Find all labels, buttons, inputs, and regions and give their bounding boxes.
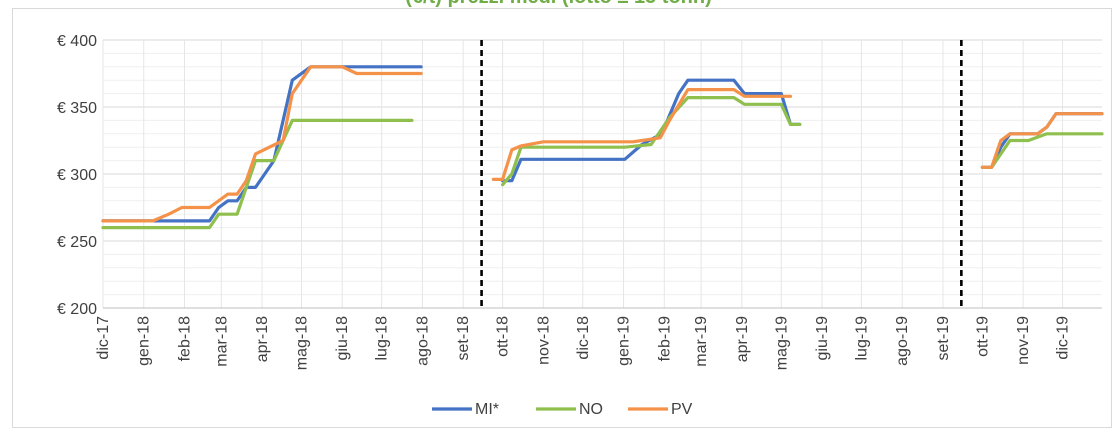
x-tick-label: set-18 bbox=[455, 316, 472, 361]
x-tick-label: feb-19 bbox=[656, 316, 673, 361]
x-tick-label: apr-19 bbox=[734, 316, 751, 362]
chart-frame bbox=[12, 8, 1112, 428]
legend-label-pv: PV bbox=[671, 401, 693, 418]
legend-label-no: NO bbox=[579, 401, 603, 418]
x-tick-label: apr-18 bbox=[254, 316, 271, 362]
y-tick-label: € 400 bbox=[57, 33, 97, 50]
x-tick-label: ago-18 bbox=[414, 316, 431, 366]
x-tick-label: mar-18 bbox=[213, 316, 230, 367]
season-separators bbox=[480, 40, 963, 308]
y-tick-label: € 350 bbox=[57, 100, 97, 117]
x-tick-label: gen-19 bbox=[616, 316, 633, 366]
x-tick-label: ago-19 bbox=[894, 316, 911, 366]
x-tick-label: nov-18 bbox=[535, 316, 552, 365]
x-tick-label: dic-18 bbox=[575, 316, 592, 360]
x-tick-label: mag-18 bbox=[293, 316, 310, 370]
y-tick-label: € 250 bbox=[57, 234, 97, 251]
x-tick-label: giu-18 bbox=[334, 316, 351, 361]
x-tick-label: set-19 bbox=[935, 316, 952, 361]
series-line-pv bbox=[491, 87, 793, 181]
x-tick-label: ott-18 bbox=[495, 316, 512, 357]
legend: MI* NO PV bbox=[432, 401, 693, 418]
x-axis-labels: dic-17 gen-18 feb-18 mar-18 apr-18 mag-18 giu-… bbox=[95, 316, 1072, 370]
series-lines bbox=[101, 65, 1104, 230]
y-axis-labels: € 200 € 250 € 300 € 350 € 400 bbox=[57, 33, 97, 318]
chart-title: (€/t) prezzi medi (lotto ≥ 15 tonn) bbox=[0, 0, 1117, 9]
x-tick-label: feb-18 bbox=[176, 316, 193, 361]
x-tick-label: ott-19 bbox=[974, 316, 991, 357]
x-tick-label: dic-17 bbox=[95, 316, 112, 360]
x-tick-label: nov-19 bbox=[1015, 316, 1032, 365]
x-tick-label: mar-19 bbox=[693, 316, 710, 367]
x-tick-label: mag-19 bbox=[773, 316, 790, 370]
legend-label-mi: MI* bbox=[475, 401, 499, 418]
y-tick-label: € 300 bbox=[57, 167, 97, 184]
x-tick-label: dic-19 bbox=[1055, 316, 1072, 360]
series-line-pv bbox=[980, 112, 1104, 169]
x-tick-label: gen-18 bbox=[136, 316, 153, 366]
series-line-mi bbox=[501, 78, 802, 183]
x-tick-label: giu-19 bbox=[814, 316, 831, 361]
x-tick-label: lug-19 bbox=[853, 316, 870, 361]
x-tick-label: lug-18 bbox=[374, 316, 391, 361]
major-gridlines bbox=[102, 39, 1102, 309]
series-line-no bbox=[101, 118, 414, 230]
series-line-pv bbox=[101, 65, 423, 223]
y-tick-label: € 200 bbox=[57, 301, 97, 318]
